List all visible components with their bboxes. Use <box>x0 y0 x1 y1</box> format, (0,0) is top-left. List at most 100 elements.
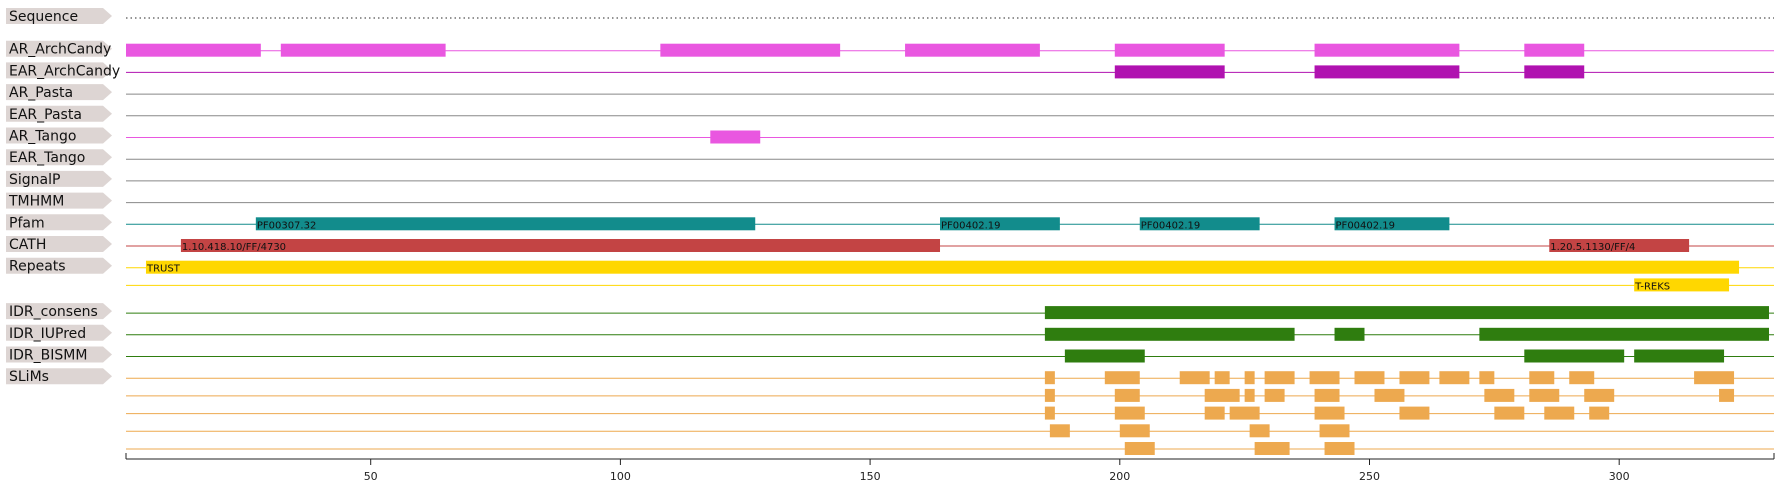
feature-idr-bismm[interactable] <box>1064 349 1145 363</box>
track-pfam: Pfam PF00307.32 PF00402.19 PF00402.19 PF0040… <box>6 214 1774 231</box>
feature-ar-archcandy[interactable] <box>280 43 446 57</box>
feature-slims[interactable] <box>1529 371 1555 385</box>
track-label-ar-tango[interactable]: AR_Tango <box>6 127 112 145</box>
feature-slims[interactable] <box>1589 406 1610 420</box>
feature-slims[interactable] <box>1264 388 1285 402</box>
feature-slims[interactable] <box>1049 424 1070 438</box>
feature-idr-iupred[interactable] <box>1479 327 1770 341</box>
feature-slims[interactable] <box>1319 424 1350 438</box>
track-label-sequence[interactable]: Sequence <box>6 8 112 25</box>
feature-slims[interactable] <box>1529 388 1560 402</box>
feature-ear-archcandy[interactable] <box>1114 65 1225 79</box>
feature-ear-archcandy[interactable] <box>1524 65 1585 79</box>
feature-slims[interactable] <box>1244 371 1255 385</box>
axis-tick-label: 200 <box>1109 470 1130 483</box>
feature-slims[interactable] <box>1479 371 1495 385</box>
feature-slims[interactable] <box>1119 424 1150 438</box>
feature-slims[interactable] <box>1204 388 1240 402</box>
feature-repeats[interactable]: T-REKS <box>1634 278 1730 292</box>
track-label-tag <box>6 192 112 209</box>
feature-idr-consens[interactable] <box>1044 306 1770 320</box>
track-label-text: AR_ArchCandy <box>9 42 111 58</box>
feature-slims[interactable] <box>1374 388 1405 402</box>
feature-slims[interactable] <box>1114 388 1140 402</box>
track-idr-consens: IDR_consens <box>6 303 1774 320</box>
feature-cath[interactable]: 1.10.418.10/FF/4730 <box>180 239 941 253</box>
feature-slims[interactable] <box>1044 388 1055 402</box>
feature-slims[interactable] <box>1584 388 1615 402</box>
feature-ar-archcandy[interactable] <box>905 43 1040 57</box>
feature-block <box>1334 327 1365 341</box>
feature-slims[interactable] <box>1719 388 1735 402</box>
track-label-idr-iupred[interactable]: IDR_IUPred <box>6 324 112 342</box>
feature-block <box>1634 278 1730 292</box>
feature-pfam[interactable]: PF00402.19 <box>1334 217 1450 231</box>
track-label-ear-tango[interactable]: EAR_Tango <box>6 149 112 166</box>
feature-slims[interactable] <box>1254 442 1290 455</box>
track-label-idr-bismm[interactable]: IDR_BISMM <box>6 346 112 364</box>
feature-block <box>1319 424 1350 438</box>
feature-idr-bismm[interactable] <box>1634 349 1725 363</box>
track-label-repeats[interactable]: Repeats <box>6 257 112 275</box>
feature-ar-archcandy[interactable] <box>1524 43 1585 57</box>
feature-slims[interactable] <box>1569 371 1595 385</box>
track-label-slims[interactable]: SLiMs <box>6 368 112 385</box>
feature-slims[interactable] <box>1044 406 1055 420</box>
feature-slims[interactable] <box>1399 371 1430 385</box>
feature-ear-archcandy[interactable] <box>1314 65 1460 79</box>
feature-block <box>1204 406 1225 420</box>
feature-slims[interactable] <box>1694 371 1735 385</box>
feature-idr-iupred[interactable] <box>1334 327 1365 341</box>
track-label-cath[interactable]: CATH <box>6 236 112 253</box>
feature-slims[interactable] <box>1324 442 1355 455</box>
track-label-signalp[interactable]: SignalP <box>6 170 112 188</box>
feature-slims[interactable] <box>1314 388 1340 402</box>
feature-ar-tango[interactable] <box>710 130 761 144</box>
feature-repeats[interactable]: TRUST <box>145 260 1740 275</box>
track-label-ear-pasta[interactable]: EAR_Pasta <box>6 105 112 123</box>
feature-block <box>1264 371 1295 385</box>
feature-slims[interactable] <box>1264 371 1295 385</box>
feature-block <box>1044 306 1770 320</box>
feature-slims[interactable] <box>1354 371 1385 385</box>
feature-ar-archcandy[interactable] <box>1114 43 1225 57</box>
track-label-ear-archcandy[interactable]: EAR_ArchCandy <box>6 62 120 79</box>
feature-slims[interactable] <box>1439 371 1470 385</box>
feature-slims[interactable] <box>1114 406 1145 420</box>
feature-slims[interactable] <box>1104 371 1140 385</box>
track-label-pfam[interactable]: Pfam <box>6 214 112 231</box>
track-label-idr-consens[interactable]: IDR_consens <box>6 303 112 320</box>
feature-slims[interactable] <box>1484 388 1515 402</box>
feature-slims[interactable] <box>1179 371 1210 385</box>
track-label-ar-archcandy[interactable]: AR_ArchCandy <box>6 40 112 58</box>
track-label-ar-pasta[interactable]: AR_Pasta <box>6 84 112 101</box>
feature-slims[interactable] <box>1314 406 1345 420</box>
feature-idr-iupred[interactable] <box>1044 327 1295 341</box>
feature-slims[interactable] <box>1494 406 1525 420</box>
feature-pfam[interactable]: PF00402.19 <box>940 217 1060 231</box>
feature-slims[interactable] <box>1399 406 1430 420</box>
track-label-tag <box>6 62 112 79</box>
feature-slims[interactable] <box>1214 371 1230 385</box>
feature-cath[interactable]: 1.20.5.1130/FF/4 <box>1549 239 1690 253</box>
feature-slims[interactable] <box>1124 442 1155 455</box>
track-label-text: SLiMs <box>9 369 49 385</box>
track-label-tmhmm[interactable]: TMHMM <box>6 192 112 210</box>
feature-ar-archcandy[interactable] <box>1314 43 1460 57</box>
feature-ar-archcandy[interactable] <box>660 43 841 57</box>
feature-slims[interactable] <box>1229 406 1260 420</box>
feature-pfam[interactable]: PF00307.32 <box>255 217 756 231</box>
feature-block <box>1044 327 1295 341</box>
feature-slims[interactable] <box>1544 406 1575 420</box>
feature-block <box>1524 43 1585 57</box>
feature-slims[interactable] <box>1249 424 1270 438</box>
feature-slims[interactable] <box>1244 388 1255 402</box>
feature-slims[interactable] <box>1309 371 1340 385</box>
feature-slims[interactable] <box>1044 371 1055 385</box>
feature-slims[interactable] <box>1204 406 1225 420</box>
feature-ar-archcandy[interactable] <box>126 43 261 57</box>
feature-pfam[interactable]: PF00402.19 <box>1139 217 1260 231</box>
feature-block <box>1484 388 1515 402</box>
feature-idr-bismm[interactable] <box>1524 349 1625 363</box>
feature-block <box>1064 349 1145 363</box>
